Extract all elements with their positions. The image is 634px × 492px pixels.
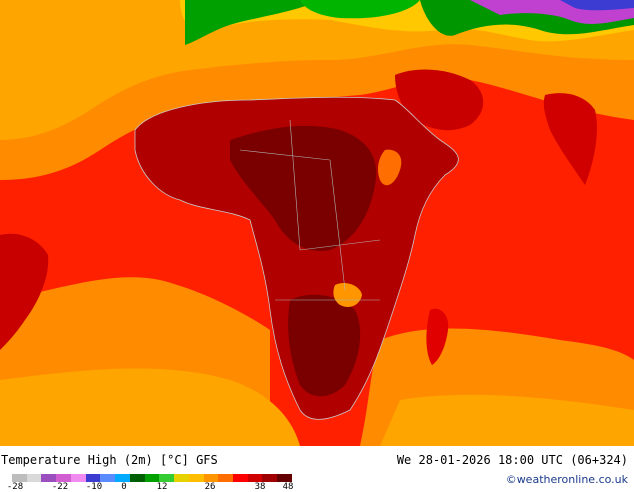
legend-tick: 48 [282, 482, 294, 492]
credit-link[interactable]: ©weatheronline.co.uk [505, 473, 628, 486]
ethiopian-highlands-zone [377, 149, 402, 186]
legend-tick: 12 [156, 482, 168, 492]
legend-swatch [41, 474, 57, 482]
color-legend: -28 -22 -10 0 12 26 38 48 [7, 474, 294, 492]
northern-yellow-zone [0, 0, 634, 140]
south-indian-yellow-zone [380, 394, 634, 446]
legend-swatch [218, 474, 234, 482]
zambia-cooler-zone [333, 283, 362, 307]
legend-tick: 0 [121, 482, 127, 492]
legend-swatch [174, 474, 189, 482]
europe-green-zone [300, 0, 420, 19]
central-africa-very-hot-zone [230, 125, 377, 251]
weather-map [0, 0, 634, 446]
legend-tick: -22 [51, 482, 69, 492]
temperature-map-canvas [0, 0, 634, 446]
valid-time: We 28-01-2026 18:00 UTC (06+324) [396, 453, 628, 467]
legend-swatch [70, 474, 86, 482]
legend-swatch [129, 474, 145, 482]
legend-swatch [56, 474, 71, 482]
arabia-hot-zone [395, 69, 484, 131]
legend-tick: -10 [85, 482, 103, 492]
legend-swatch [100, 474, 116, 482]
legend-color-bar [12, 474, 292, 482]
legend-tick: 38 [254, 482, 266, 492]
legend-swatch [85, 474, 101, 482]
africa-hot-zone [135, 97, 459, 420]
south-america-hot-zone [0, 233, 49, 350]
africa-coastline [134, 96, 459, 420]
legend-swatch [188, 474, 204, 482]
legend-swatch [203, 474, 219, 482]
legend-swatch [115, 474, 130, 482]
legend-tick: -28 [6, 482, 24, 492]
legend-swatch [247, 474, 263, 482]
legend-swatch [262, 474, 278, 482]
india-hot-zone [543, 93, 597, 185]
madagascar [426, 308, 449, 365]
cold-blue-zone [560, 0, 634, 11]
legend-swatch [12, 474, 27, 482]
legend-swatch [144, 474, 160, 482]
legend-swatch [233, 474, 248, 482]
legend-swatch [159, 474, 175, 482]
south-atlantic-yellow-zone [0, 368, 300, 446]
legend-swatch [26, 474, 42, 482]
map-footer: Temperature High (2m) [°C] GFS We 28-01-… [0, 446, 634, 492]
iberia-green-zone [185, 0, 320, 45]
country-borders [239, 119, 381, 301]
legend-swatch [277, 474, 292, 482]
map-title: Temperature High (2m) [°C] GFS [1, 453, 218, 467]
legend-tick: 26 [204, 482, 216, 492]
southern-africa-very-hot-zone [288, 294, 361, 397]
